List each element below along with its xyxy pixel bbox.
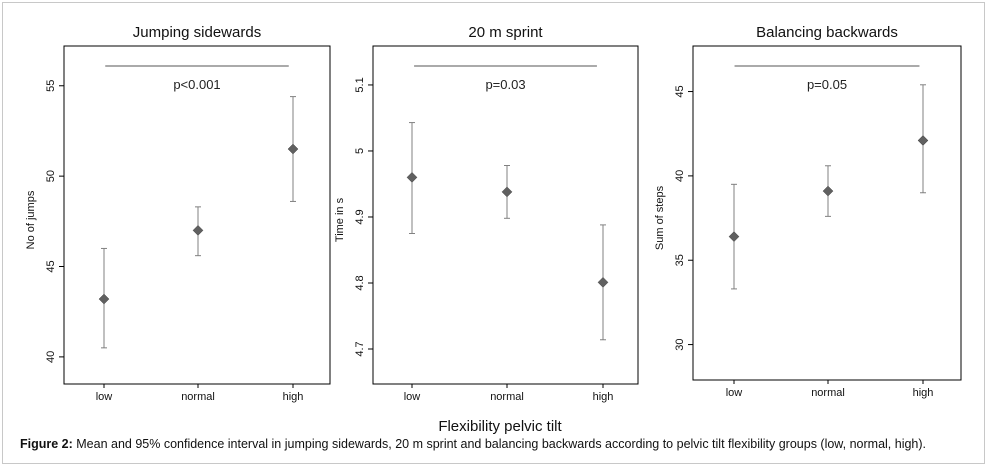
y-tick-label: 4.7 <box>354 341 366 356</box>
y-tick-label: 45 <box>45 260 57 272</box>
caption-label: Figure 2: <box>20 437 73 451</box>
x-tick-label: low <box>726 387 743 399</box>
x-tick-label: low <box>96 391 113 403</box>
y-tick-label: 30 <box>674 338 686 350</box>
chart-title: Jumping sidewards <box>133 24 261 41</box>
chart-panel-2: 20 m sprint p=0.03 Time in s 4.7 4.8 4.9 5 5.1 l… <box>334 24 639 403</box>
y-tick-label: 4.8 <box>354 275 366 290</box>
mean-marker-high <box>597 276 609 288</box>
y-axis-label: Time in s <box>334 197 346 242</box>
y-tick-label: 4.9 <box>354 209 366 224</box>
chart-title: Balancing backwards <box>756 24 898 41</box>
mean-marker-low <box>406 172 418 183</box>
x-tick-label: high <box>593 391 614 403</box>
y-axis-label: Sum of steps <box>654 185 666 250</box>
x-tick-label: high <box>913 387 934 399</box>
p-value-annotation: p=0.05 <box>807 77 847 92</box>
x-tick-label: normal <box>811 387 845 399</box>
figure-caption: Figure 2: Mean and 95% confidence interv… <box>20 437 980 451</box>
p-value-annotation: p=0.03 <box>485 77 525 92</box>
x-tick-label: normal <box>490 391 524 403</box>
mean-marker-low <box>98 293 110 305</box>
y-tick-label: 5 <box>354 148 366 154</box>
figure-border <box>2 2 985 464</box>
chart-panel-1: Jumping sidewards p<0.001 No of jumps 40 45 5… <box>25 24 331 403</box>
mean-marker-normal <box>822 185 834 197</box>
mean-marker-low <box>728 231 740 242</box>
y-tick-label: 5.1 <box>354 77 366 92</box>
y-tick-label: 40 <box>674 170 686 182</box>
mean-marker-high <box>917 135 929 146</box>
plot-frame <box>692 45 962 381</box>
shared-x-axis-label: Flexibility pelvic tilt <box>438 418 562 435</box>
y-tick-label: 35 <box>674 254 686 266</box>
y-axis-label: No of jumps <box>25 190 37 249</box>
y-tick-label: 45 <box>674 85 686 97</box>
mean-marker-high <box>287 143 299 155</box>
chart-title: 20 m sprint <box>468 24 543 41</box>
y-tick-label: 50 <box>45 170 57 182</box>
p-value-annotation: p<0.001 <box>173 77 220 92</box>
plot-frame <box>63 45 331 385</box>
x-tick-label: normal <box>181 391 215 403</box>
y-tick-label: 40 <box>45 351 57 363</box>
mean-marker-normal <box>192 225 204 236</box>
x-tick-label: high <box>283 391 304 403</box>
mean-marker-normal <box>501 186 513 198</box>
y-tick-label: 55 <box>45 80 57 92</box>
caption-text: Mean and 95% confidence interval in jump… <box>72 437 927 451</box>
plot-frame <box>372 45 639 385</box>
chart-panel-3: Balancing backwards p=0.05 Sum of steps 30 3… <box>654 24 962 399</box>
x-tick-label: low <box>404 391 421 403</box>
